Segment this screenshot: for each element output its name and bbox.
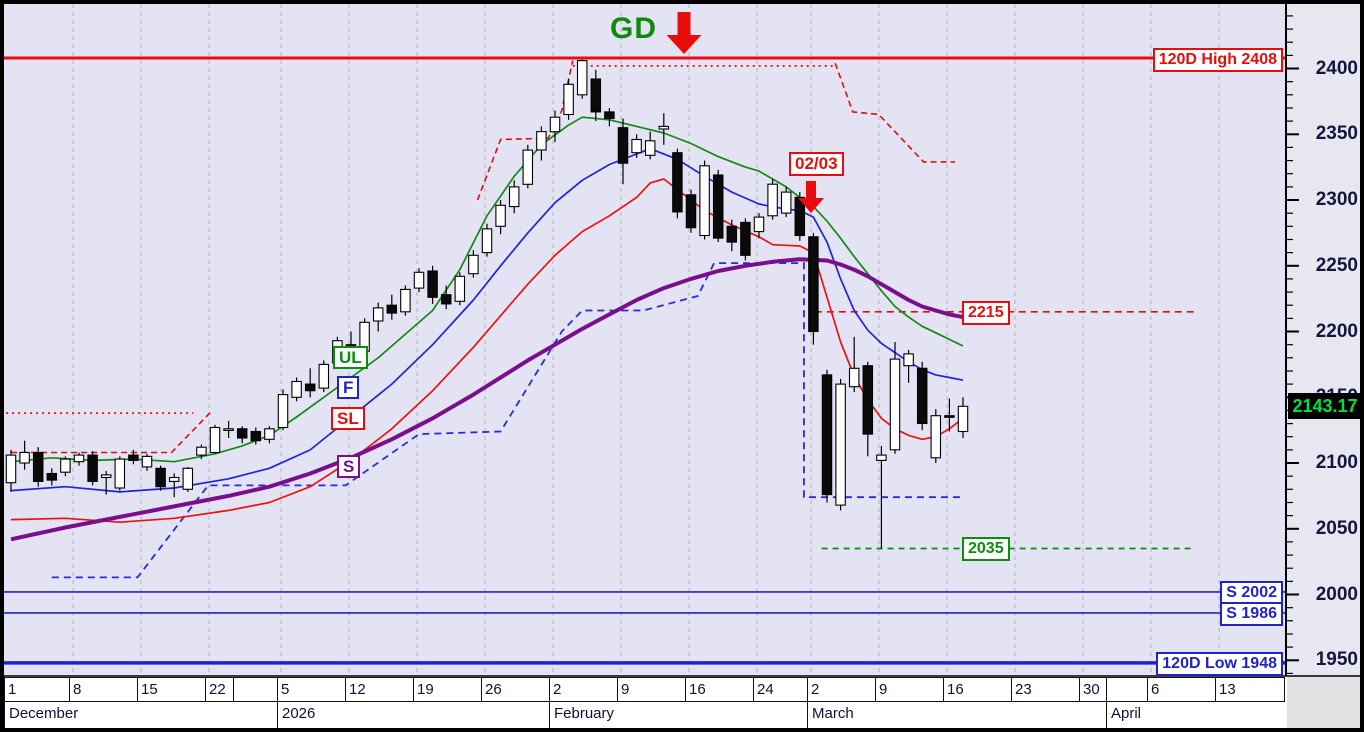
month-cell-December: December	[4, 702, 277, 728]
gd-down-arrow-icon	[666, 12, 702, 54]
candlesticks	[5, 56, 969, 549]
gd-signal-label: GD	[610, 12, 657, 45]
week-cell	[1106, 677, 1148, 702]
week-cell-13: 13	[1215, 677, 1285, 702]
week-cell	[233, 677, 278, 702]
y-tick-label-2400: 2400	[1315, 57, 1358, 79]
week-cell-5: 5	[277, 677, 346, 702]
week-cell-2: 2	[807, 677, 876, 702]
y-tick-label-2200: 2200	[1315, 320, 1358, 342]
high-120d-label: 120D High 2408	[1152, 48, 1283, 72]
month-cell-March: March	[807, 702, 1106, 728]
low-120d-label: 120D Low 1948	[1156, 652, 1283, 676]
support-1986-label: S 1986	[1220, 602, 1283, 626]
ma-tag-s: S	[337, 455, 361, 478]
week-cell-12: 12	[345, 677, 414, 702]
y-tick-label-1950: 1950	[1315, 649, 1358, 671]
week-cell-19: 19	[413, 677, 482, 702]
ma-line-sl	[10, 178, 964, 524]
week-cell-16: 16	[685, 677, 754, 702]
event-down-arrow-icon	[798, 181, 824, 213]
week-cell-1: 1	[4, 677, 70, 702]
moving-average-lines	[10, 116, 964, 542]
week-cell-15: 15	[137, 677, 206, 702]
month-cell-April: April	[1106, 702, 1284, 728]
support-2002-label: S 2002	[1220, 581, 1283, 605]
ma-tag-sl: SL	[331, 407, 365, 430]
ma-tag-ul: UL	[333, 346, 368, 369]
week-cell-2: 2	[549, 677, 618, 702]
y-tick-label-2350: 2350	[1315, 123, 1358, 145]
target-2035-label: 2035	[962, 537, 1010, 561]
y-tick-label-2300: 2300	[1315, 189, 1358, 211]
week-cell-6: 6	[1147, 677, 1216, 702]
week-cell-9: 9	[875, 677, 944, 702]
week-cell-8: 8	[69, 677, 138, 702]
y-axis	[4, 4, 1360, 677]
ma-line-s	[10, 257, 964, 542]
y-tick-label-2250: 2250	[1315, 254, 1358, 276]
blue-trailing-support	[51, 262, 963, 579]
ma-tag-f: F	[337, 376, 360, 399]
y-axis-strip	[1287, 4, 1360, 676]
y-tick-label-2050: 2050	[1315, 517, 1358, 539]
week-cell-26: 26	[481, 677, 550, 702]
candlestick-chart-canvas	[4, 4, 1360, 677]
red-trailing-stop-dec	[11, 409, 213, 454]
week-cell-9: 9	[617, 677, 686, 702]
last-price-badge: 2143.17	[1288, 393, 1360, 419]
horizontal-levels	[4, 56, 1286, 665]
event-date-label: 02/03	[789, 152, 844, 176]
month-cell-February: February	[549, 702, 807, 728]
week-cell-22: 22	[205, 677, 234, 702]
y-tick-label-2000: 2000	[1315, 583, 1358, 605]
week-gridlines	[72, 4, 1220, 676]
week-cell-16: 16	[943, 677, 1012, 702]
pivot-2215-label: 2215	[962, 301, 1010, 325]
ma-line-f	[10, 147, 964, 493]
plot-background	[4, 4, 1286, 676]
week-cell-23: 23	[1011, 677, 1080, 702]
axis-corner	[1287, 676, 1360, 728]
red-trailing-stop-down	[834, 63, 955, 163]
week-cell-30: 30	[1079, 677, 1107, 702]
month-cell-2026: 2026	[277, 702, 549, 728]
y-tick-label-2100: 2100	[1315, 452, 1358, 474]
week-cell-24: 24	[753, 677, 808, 702]
